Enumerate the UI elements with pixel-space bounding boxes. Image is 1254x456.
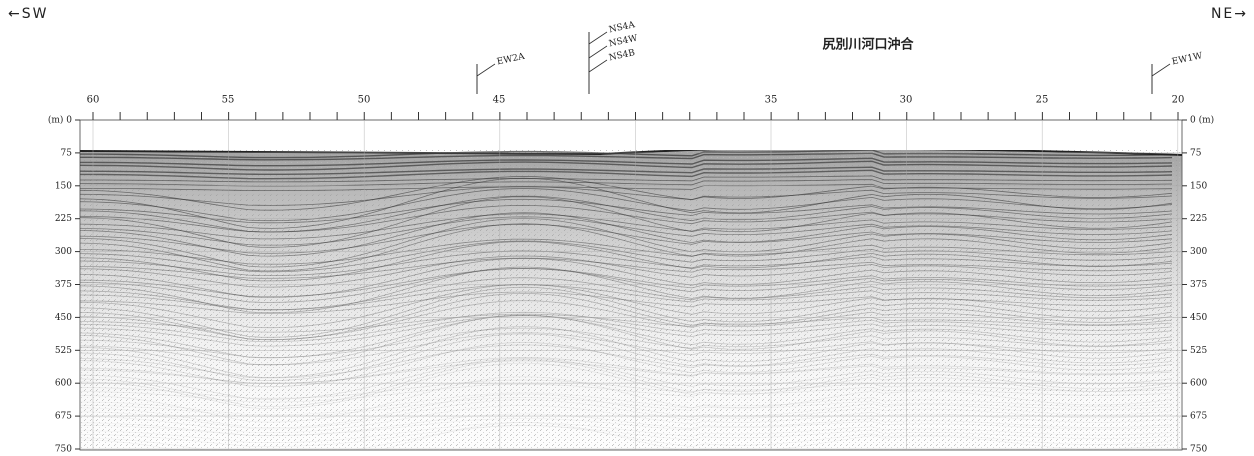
depth-label-left: 225	[55, 214, 72, 224]
depth-label-left: 600	[55, 379, 72, 389]
direction-right: NE→	[1211, 6, 1248, 22]
depth-label-right: 600	[1190, 379, 1207, 389]
depth-label-right: 225	[1190, 214, 1207, 224]
depth-label-right: 450	[1190, 313, 1207, 323]
top-axis-label: 25	[1036, 95, 1049, 106]
top-axis-label: 60	[87, 95, 100, 106]
marker-leader	[589, 32, 607, 44]
top-axis-label: 30	[900, 95, 913, 106]
top-axis-label: 50	[358, 95, 371, 106]
direction-left: ←SW	[8, 6, 48, 22]
top-axis-label: 35	[765, 95, 778, 106]
marker-label: EW2A	[496, 52, 526, 68]
depth-label-left: 525	[55, 346, 72, 356]
marker-label: NS4A	[608, 20, 636, 35]
depth-label-left: 300	[55, 247, 72, 257]
depth-label-right: 525	[1190, 346, 1207, 356]
top-axis-label: 20	[1172, 95, 1185, 106]
section-title: 尻別川河口沖合	[822, 37, 914, 53]
depth-label-right: 300	[1190, 247, 1207, 257]
depth-label-left: 150	[55, 181, 72, 191]
depth-label-right: 750	[1190, 445, 1207, 455]
depth-label-right: 375	[1190, 280, 1207, 290]
depth-label-left: 75	[61, 148, 73, 158]
depth-label-right: 75	[1190, 148, 1202, 158]
depth-label-left: 375	[55, 280, 72, 290]
depth-label-right: 0 (m)	[1190, 115, 1214, 126]
depth-label-right: 150	[1190, 181, 1207, 191]
depth-label-left: 675	[55, 412, 72, 422]
marker-leader	[1152, 64, 1170, 76]
depth-label-left: 450	[55, 313, 72, 323]
marker-label: NS4B	[608, 48, 636, 63]
marker-leader	[477, 64, 495, 76]
marker-label: EW1W	[1171, 51, 1204, 67]
marker-leader	[589, 46, 607, 58]
top-axis-label: 55	[222, 95, 235, 106]
marker-label: NS4W	[608, 33, 639, 49]
marker-leader	[589, 60, 607, 72]
plot-area	[75, 112, 1187, 456]
depth-label-right: 675	[1190, 412, 1207, 422]
depth-label-left: (m) 0	[48, 115, 72, 126]
seismic-profile: ←SW NE→ 尻別川河口沖合 60 55 50 45 35 30 25 20 (m) 0 0 (…	[0, 0, 1254, 456]
top-axis-label: 45	[493, 95, 506, 106]
depth-label-left: 750	[55, 445, 72, 455]
